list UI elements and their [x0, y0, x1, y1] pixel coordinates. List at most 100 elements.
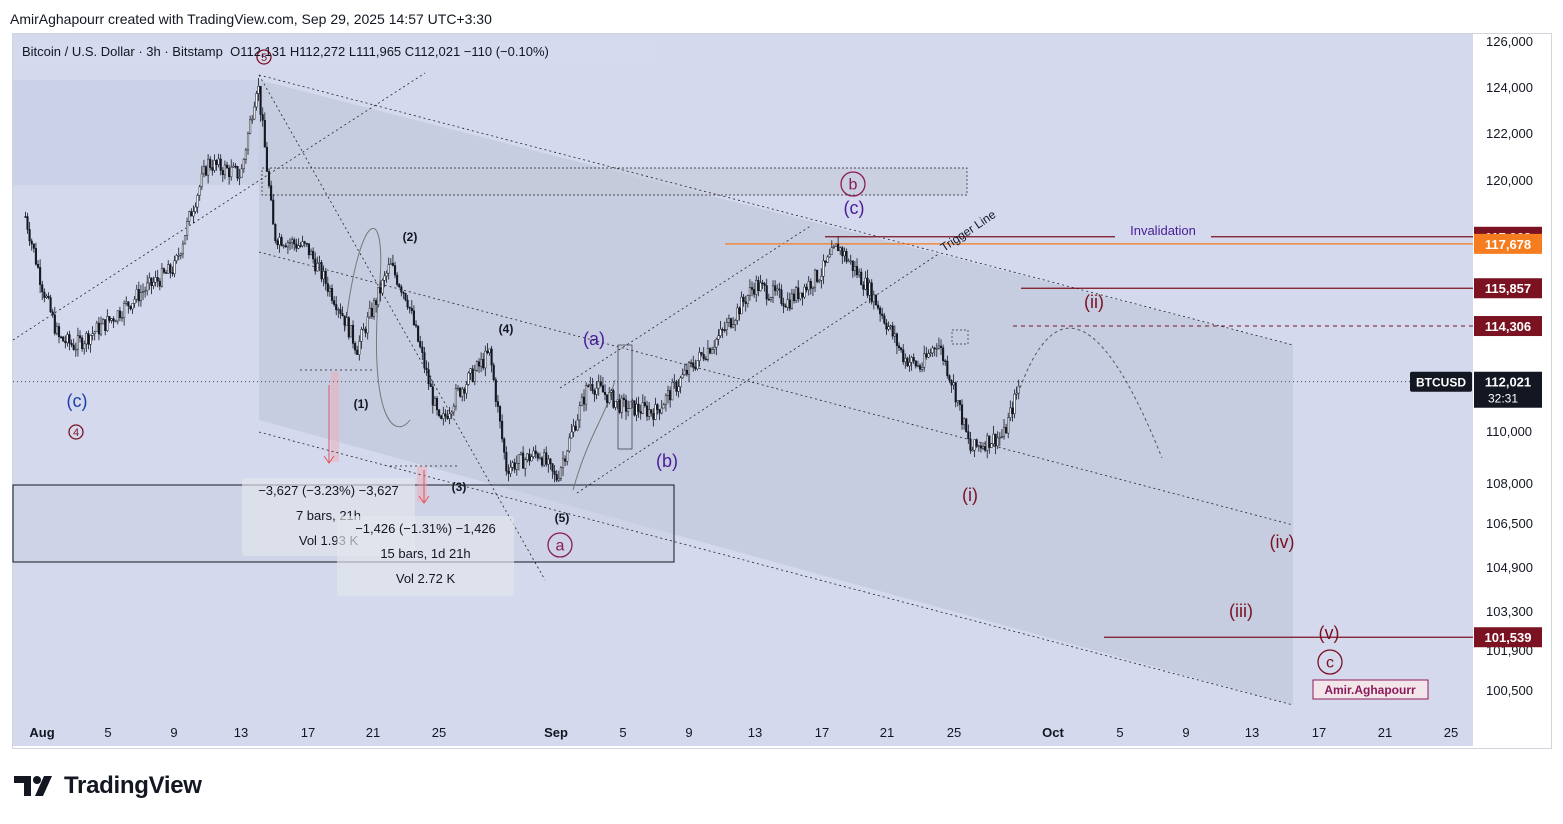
invalidation-label: Invalidation: [1130, 223, 1196, 238]
candle-body: [633, 400, 636, 416]
candle-body: [700, 352, 703, 355]
candle-body: [795, 287, 798, 301]
candle-body: [47, 295, 50, 298]
candle-body: [784, 305, 787, 308]
candle-body: [190, 211, 193, 217]
upper-zone: [13, 80, 259, 185]
candle-body: [652, 412, 655, 420]
candle-body: [251, 118, 254, 121]
candle-body: [488, 348, 491, 354]
candle-body: [656, 404, 659, 410]
candle-body: [486, 350, 489, 354]
candle-body: [679, 377, 682, 388]
candle-body: [106, 316, 109, 331]
plot-background: [13, 34, 1473, 746]
small-box: [951, 329, 969, 345]
candle-body: [582, 396, 586, 405]
candle-body: [477, 361, 481, 367]
candle-body: [746, 295, 749, 304]
candle-body: [591, 384, 594, 392]
candle-body: [492, 364, 495, 380]
candle-body: [85, 333, 88, 345]
candle-body: [845, 251, 848, 262]
candle-body: [811, 286, 814, 289]
candle-body: [813, 269, 817, 288]
candle-body: [952, 382, 955, 386]
candle-body: [645, 405, 649, 417]
candle-body: [204, 166, 208, 176]
candle-body: [498, 406, 502, 422]
trend-line: [258, 74, 546, 581]
candle-body: [209, 158, 212, 168]
candle-body: [570, 431, 573, 439]
candle-body: [423, 352, 426, 369]
candle-body: [608, 392, 611, 403]
candle-body: [721, 329, 724, 331]
candle-body: [57, 326, 61, 338]
candle-body: [192, 211, 195, 217]
candle-body: [847, 260, 850, 263]
candle-body: [60, 336, 63, 339]
candle-body: [658, 409, 661, 414]
candle-body: [228, 167, 231, 178]
candle-body: [318, 262, 321, 264]
candle-body: [715, 339, 718, 348]
measure-shade-1: [331, 372, 339, 462]
candle-body: [601, 385, 604, 393]
candle-body: [960, 404, 964, 425]
candle-body: [610, 390, 613, 393]
candle-body: [36, 263, 40, 268]
candle-body: [364, 328, 367, 334]
candle-body: [830, 247, 833, 255]
legend-background: [18, 42, 658, 64]
candle-body: [580, 396, 583, 406]
candle-body: [876, 304, 880, 309]
candle-body: [186, 221, 189, 236]
candle-body: [673, 381, 676, 384]
candle-body: [557, 478, 560, 481]
candle-body: [906, 357, 909, 367]
candle-body: [322, 271, 325, 280]
x-axis-tick-label: 21: [1378, 725, 1392, 740]
candle-body: [377, 287, 380, 305]
x-axis-tick-label: 9: [1182, 725, 1189, 740]
candle-body: [461, 388, 464, 397]
candle-body: [763, 283, 766, 286]
candle-body: [820, 276, 823, 281]
candle-body: [1000, 436, 1003, 438]
candle-body: [398, 284, 401, 288]
candle-body: [104, 319, 107, 331]
candle-body: [400, 286, 403, 293]
candle-body: [725, 322, 728, 331]
price-label-box: [1474, 316, 1542, 337]
candle-body: [360, 329, 363, 342]
candle-body: [622, 397, 625, 401]
wave-label: (1): [354, 397, 369, 411]
candle-body: [971, 449, 974, 452]
small-box: [617, 344, 633, 450]
tradingview-logo[interactable]: TradingView: [14, 772, 202, 800]
candle-body: [284, 245, 287, 248]
candle-body: [918, 365, 922, 370]
candle-body: [144, 290, 147, 293]
candle-body: [1007, 417, 1010, 434]
candle-body: [68, 334, 71, 344]
candle-body: [860, 271, 863, 286]
candle-body: [385, 272, 388, 277]
symbol-tag: BTCUSD: [1416, 376, 1466, 390]
candle-body: [326, 283, 329, 292]
candle-body: [855, 266, 859, 276]
candle-body: [123, 303, 126, 318]
candle-body: [484, 350, 487, 369]
candle-body: [456, 387, 460, 390]
candle-body: [450, 411, 453, 415]
candle-body: [490, 348, 493, 366]
x-axis-tick-label: Aug: [29, 725, 54, 740]
candle-body: [671, 382, 674, 401]
candle-body: [347, 317, 350, 338]
trend-line: [258, 74, 1294, 346]
candle-body: [734, 320, 737, 325]
candle-body: [627, 408, 630, 412]
candle-body: [370, 307, 373, 317]
